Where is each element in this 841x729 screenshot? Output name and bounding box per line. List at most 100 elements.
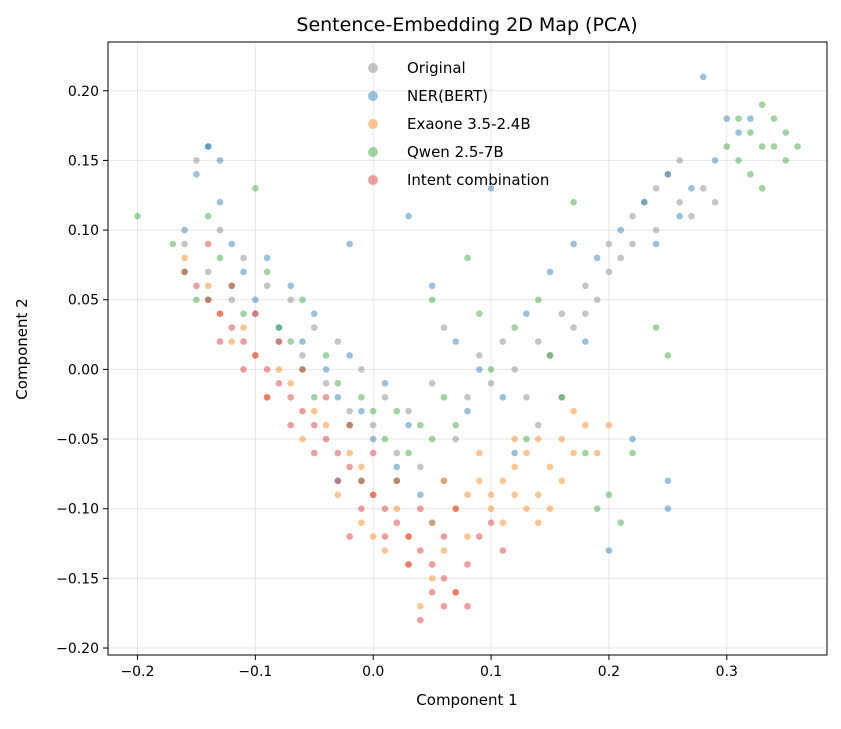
data-point — [558, 393, 566, 401]
data-point — [240, 268, 247, 276]
data-point — [652, 324, 660, 331]
data-point — [582, 310, 589, 317]
data-point — [275, 366, 283, 373]
data-point — [240, 254, 247, 262]
series-original — [181, 157, 719, 485]
data-point — [169, 240, 177, 248]
data-point — [582, 421, 589, 429]
data-point — [641, 198, 648, 206]
data-point — [747, 171, 754, 178]
data-point — [216, 157, 224, 164]
data-point — [322, 421, 330, 429]
data-point — [546, 352, 554, 359]
data-point — [405, 561, 412, 568]
data-point — [452, 505, 460, 513]
data-point — [252, 352, 259, 359]
data-point — [322, 393, 330, 401]
data-point — [216, 310, 224, 317]
plot-area-frame — [107, 41, 828, 656]
data-point — [369, 449, 377, 457]
data-point — [582, 282, 589, 290]
data-point — [393, 519, 401, 526]
data-point — [582, 449, 589, 457]
data-point — [417, 505, 424, 513]
data-point — [534, 435, 542, 443]
data-point — [475, 310, 483, 317]
data-point — [334, 477, 342, 485]
data-point — [428, 519, 436, 526]
data-point — [134, 212, 141, 220]
data-point — [464, 491, 471, 499]
data-point — [263, 254, 271, 262]
legend-label: Original — [407, 59, 466, 77]
data-point — [216, 198, 224, 206]
y-tick-label: 0.05 — [68, 293, 99, 309]
data-point — [322, 435, 330, 443]
data-point — [252, 310, 259, 317]
data-point — [193, 171, 200, 178]
data-point — [546, 268, 554, 276]
data-point — [299, 366, 306, 373]
data-point — [263, 393, 271, 401]
data-point — [263, 393, 271, 401]
data-point — [440, 533, 448, 540]
data-point — [216, 254, 224, 262]
legend-label: Exaone 3.5-2.4B — [407, 115, 531, 133]
data-point — [393, 505, 401, 513]
data-point — [181, 240, 188, 248]
data-point — [593, 505, 601, 513]
data-point — [310, 393, 318, 401]
data-point — [181, 268, 188, 276]
data-point — [440, 575, 448, 582]
data-point — [570, 198, 577, 206]
data-point — [381, 393, 389, 401]
data-point — [228, 282, 236, 290]
data-point — [405, 449, 412, 457]
data-point — [570, 449, 577, 457]
data-point — [664, 352, 672, 359]
data-point — [605, 491, 613, 499]
data-point — [417, 491, 424, 499]
data-point — [275, 338, 283, 345]
data-point — [676, 212, 683, 220]
data-point — [240, 338, 247, 345]
y-tick-label: 0.00 — [68, 362, 99, 378]
data-point — [487, 366, 495, 373]
data-point — [699, 73, 707, 81]
data-point — [534, 519, 542, 526]
data-point — [428, 589, 436, 596]
data-point — [334, 380, 342, 387]
data-point — [193, 282, 200, 290]
scatter-points — [134, 73, 801, 624]
data-point — [428, 575, 436, 582]
data-point — [299, 338, 306, 345]
data-point — [464, 561, 471, 568]
data-point — [511, 449, 518, 457]
data-point — [534, 296, 542, 304]
data-point — [558, 310, 566, 317]
data-point — [428, 519, 436, 526]
data-point — [617, 226, 625, 234]
data-point — [204, 296, 212, 304]
x-tick-label: −0.1 — [238, 664, 272, 680]
legend: Original NER(BERT) Exaone 3.5-2.4B Qwen 2.5… — [368, 59, 549, 189]
x-tick-label: 0.2 — [598, 664, 620, 680]
data-point — [570, 240, 577, 248]
data-point — [523, 310, 530, 317]
data-point — [464, 407, 471, 415]
data-point — [346, 407, 353, 415]
data-point — [593, 449, 601, 457]
data-point — [228, 282, 236, 290]
data-point — [299, 435, 306, 443]
data-point — [747, 115, 754, 122]
data-point — [405, 561, 412, 568]
data-point — [204, 296, 212, 304]
y-tick-label: −0.20 — [56, 641, 99, 657]
data-point — [487, 184, 495, 192]
y-tick-label: 0.20 — [68, 84, 99, 100]
data-point — [358, 505, 365, 513]
data-point — [452, 435, 460, 443]
data-point — [369, 533, 377, 540]
data-point — [275, 324, 283, 331]
data-point — [417, 421, 424, 429]
